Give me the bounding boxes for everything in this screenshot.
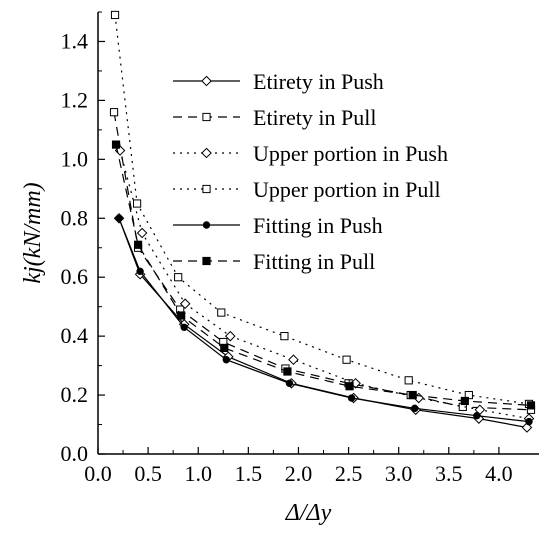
legend-item-6: Fitting in Pull (173, 249, 375, 274)
data-point (217, 308, 226, 317)
data-point (222, 356, 230, 364)
data-point (473, 411, 481, 420)
legend-label: Etirety in Pull (253, 105, 376, 130)
data-point (136, 267, 144, 276)
legend-item-4: Upper portion in Pull (173, 177, 441, 202)
data-point (342, 355, 351, 364)
series-line (114, 14, 530, 405)
series-5 (115, 214, 533, 426)
x-tick-label: 3.0 (385, 461, 413, 486)
legend-marker (201, 75, 212, 87)
data-point (288, 354, 299, 366)
data-point (179, 298, 191, 310)
data-point (132, 199, 142, 208)
data-point (177, 311, 186, 320)
y-tick-label: 0.0 (61, 441, 89, 466)
x-axis-title: Δ/Δy (285, 500, 332, 526)
data-point (521, 422, 533, 433)
y-tick-label: 0.8 (61, 205, 89, 230)
series-1 (113, 212, 533, 433)
legend-marker (202, 256, 211, 266)
y-tick-label: 0.4 (61, 323, 89, 348)
x-tick-label: 0.5 (134, 461, 162, 486)
legend-label: Upper portion in Push (253, 141, 448, 166)
legend-item-3: Upper portion in Push (173, 141, 448, 166)
data-point (115, 214, 123, 222)
data-point (133, 240, 143, 249)
data-point (350, 377, 361, 389)
series-line (119, 150, 530, 420)
legend-label: Upper portion in Pull (253, 177, 441, 202)
data-point (110, 10, 120, 20)
series-4 (110, 10, 534, 409)
data-point (404, 376, 413, 385)
x-tick-label: 1.5 (235, 461, 263, 486)
x-tick-label: 0.0 (84, 461, 112, 486)
x-tick-label: 4.0 (485, 461, 513, 486)
series-6 (111, 140, 536, 410)
axes: 0.0 0.5 1.0 1.5 2.0 2.5 3.0 3.5 4.0 0.0 0.2 0.4 0.6 0… (61, 11, 539, 486)
legend-label: Etirety in Push (253, 69, 384, 94)
legend-item-1: Etirety in Push (173, 69, 384, 94)
y-tick-label: 1.2 (61, 87, 89, 112)
legend-item-5: Fitting in Push (173, 213, 383, 238)
legend-marker (202, 221, 211, 229)
y-tick-label: 1.0 (61, 146, 89, 171)
data-point (285, 379, 294, 387)
y-tick-label: 0.6 (61, 264, 89, 289)
legend-label: Fitting in Pull (253, 249, 375, 274)
data-point (460, 396, 469, 406)
data-point (224, 330, 236, 342)
legend-marker (201, 147, 212, 159)
legend-label: Fitting in Push (253, 213, 383, 238)
y-tick-label: 1.4 (61, 28, 89, 53)
data-point (111, 140, 121, 149)
data-point (525, 417, 533, 426)
legend: Etirety in Push Etirety in Pull Upper port… (173, 69, 448, 274)
x-tick-label: 2.5 (335, 461, 363, 486)
data-point (180, 323, 188, 331)
legend-marker (202, 184, 211, 194)
data-point (283, 367, 292, 376)
x-tick-label: 3.5 (435, 461, 463, 486)
data-point (526, 401, 536, 410)
data-point (220, 343, 229, 353)
data-point (136, 227, 148, 239)
data-point (347, 394, 356, 402)
legend-marker (202, 112, 211, 122)
data-point (280, 332, 289, 341)
data-point (174, 273, 183, 282)
y-tick-label: 0.2 (61, 382, 89, 407)
legend-item-2: Etirety in Pull (173, 105, 376, 130)
y-axis-title: kj(kN/mm) (20, 182, 46, 283)
x-tick-label: 1.0 (184, 461, 212, 486)
x-tick-label: 2.0 (285, 461, 313, 486)
data-point (109, 108, 119, 117)
data-point (411, 404, 419, 413)
data-point (345, 382, 354, 391)
data-point (408, 390, 417, 400)
series-layer (109, 10, 536, 433)
